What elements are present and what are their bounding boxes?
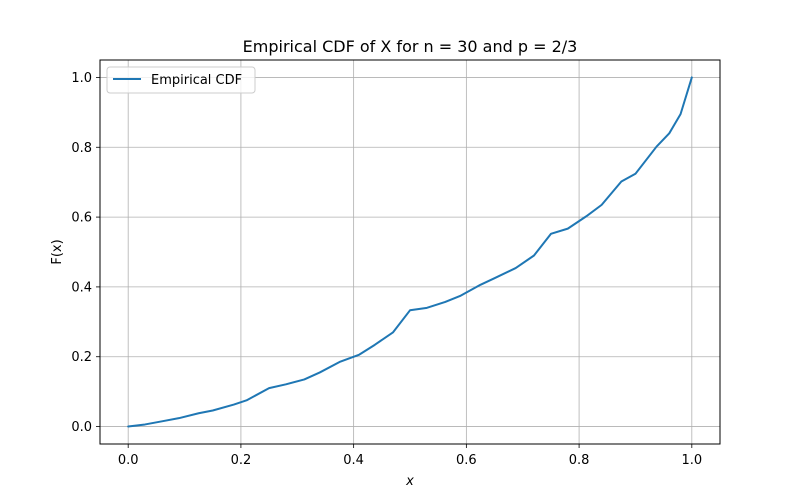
y-tick-label: 1.0 <box>71 71 92 86</box>
legend-label: Empirical CDF <box>151 73 242 88</box>
legend-box <box>106 66 256 94</box>
plot-frame <box>99 59 721 445</box>
series-group <box>127 76 693 428</box>
y-tick-label: 0.0 <box>71 420 92 435</box>
y-tick-label: 0.8 <box>71 141 92 156</box>
x-tick-label: 0.0 <box>118 453 139 468</box>
grid-lines <box>100 60 720 444</box>
y-tick-label: 0.2 <box>71 350 92 365</box>
y-axis-ticks: 0.0 0.2 0.4 0.6 0.8 1.0 <box>71 71 100 435</box>
x-axis-ticks: 0.0 0.2 0.4 0.6 0.8 1.0 <box>118 444 702 468</box>
x-tick-label: 1.0 <box>681 453 702 468</box>
x-tick-label: 0.2 <box>231 453 252 468</box>
x-tick-label: 0.4 <box>343 453 364 468</box>
chart-title: Empirical CDF of X for n = 30 and p = 2/… <box>243 37 578 56</box>
y-tick-label: 0.6 <box>71 211 92 226</box>
y-tick-label: 0.4 <box>71 280 92 295</box>
x-tick-label: 0.6 <box>456 453 477 468</box>
legend: Empirical CDF <box>106 66 256 94</box>
ecdf-series-line <box>127 76 693 428</box>
x-tick-label: 0.8 <box>569 453 590 468</box>
x-axis-label: x <box>405 474 414 489</box>
y-axis-label: F(x) <box>50 239 65 264</box>
